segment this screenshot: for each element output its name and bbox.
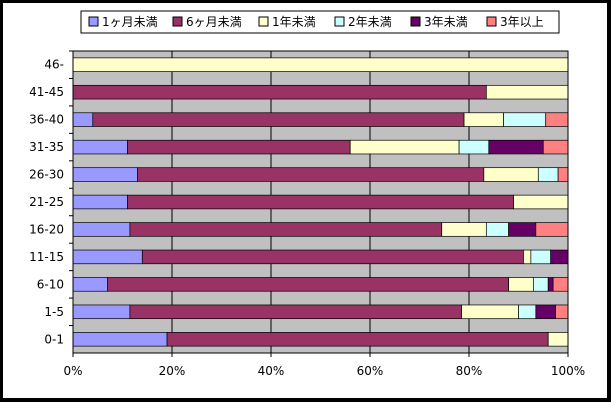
- y-tick-label: 11-15: [29, 250, 64, 264]
- bar-segment: [508, 222, 537, 237]
- bar-segment: [503, 112, 547, 127]
- bar-segment: [523, 249, 532, 265]
- bar-segment: [485, 84, 569, 100]
- axes: 0-1 1-5 6-10 11-15 16-20 21-25 26-30 31-35 36-40…: [29, 50, 585, 378]
- bar-segment: [129, 222, 443, 237]
- bar-segment: [550, 249, 569, 265]
- legend-label: 3年未満: [424, 15, 468, 29]
- bar-segment: [555, 304, 569, 320]
- y-tick-label: 1-5: [44, 305, 64, 319]
- bar-segment: [535, 222, 569, 237]
- bar-segment: [458, 139, 490, 155]
- bar-segment: [166, 332, 549, 347]
- bar-segment: [557, 167, 569, 182]
- bar-segment: [535, 304, 556, 320]
- legend-label: 2年未満: [348, 15, 392, 29]
- y-tick-label: 31-35: [29, 140, 64, 154]
- legend: 1ヶ月未満 6ヶ月未満 1年未満 2年未満 3年未満 3年以上: [80, 10, 560, 34]
- bar-segment: [72, 304, 131, 320]
- bar-segment: [485, 222, 509, 237]
- x-tick-label: 0%: [63, 364, 82, 378]
- bar-segment: [127, 139, 351, 155]
- bar-segment: [72, 194, 128, 210]
- legend-swatch: [486, 16, 497, 27]
- bar-segment: [137, 167, 485, 182]
- legend-swatch: [172, 16, 183, 27]
- bar-segment: [441, 222, 487, 237]
- bars: [72, 57, 569, 347]
- bar-segment: [72, 277, 109, 292]
- bar-segment: [72, 222, 131, 237]
- bar-segment: [530, 249, 552, 265]
- x-tick-label: 80%: [456, 364, 483, 378]
- legend-box: [80, 10, 560, 34]
- bar-segment: [532, 277, 549, 292]
- y-tick-label: 6-10: [37, 277, 64, 291]
- bar-segment: [513, 194, 569, 210]
- x-tick-label: 20%: [159, 364, 186, 378]
- bar-segment: [72, 249, 143, 265]
- legend-swatch: [410, 16, 421, 27]
- bar-segment: [547, 277, 554, 292]
- bar-segment: [349, 139, 460, 155]
- legend-label: 3年以上: [500, 15, 544, 29]
- bar-segment: [141, 249, 524, 265]
- bar-segment: [107, 277, 509, 292]
- legend-swatch: [88, 16, 99, 27]
- legend-label: 6ヶ月未満: [186, 15, 242, 29]
- stacked-bar-chart: 0-1 1-5 6-10 11-15 16-20 21-25 26-30 31-35 36-40…: [29, 10, 585, 378]
- y-tick-label: 0-1: [44, 332, 64, 346]
- bar-segment: [537, 167, 559, 182]
- bar-segment: [547, 332, 569, 347]
- x-tick-label: 40%: [258, 364, 285, 378]
- y-tick-label: 26-30: [29, 168, 64, 182]
- legend-swatch: [258, 16, 269, 27]
- bar-segment: [72, 332, 168, 347]
- bar-segment: [552, 277, 569, 292]
- bar-segment: [488, 139, 544, 155]
- x-tick-label: 60%: [357, 364, 384, 378]
- bar-segment: [72, 112, 94, 127]
- legend-label: 1ヶ月未満: [102, 15, 158, 29]
- chart-frame: 0-1 1-5 6-10 11-15 16-20 21-25 26-30 31-35 36-40…: [2, 2, 608, 399]
- bar-segment: [483, 167, 539, 182]
- bar-segment: [72, 57, 569, 72]
- bar-segment: [72, 84, 487, 100]
- bar-segment: [463, 112, 504, 127]
- y-tick-label: 21-25: [29, 195, 64, 209]
- legend-swatch: [334, 16, 345, 27]
- bar-segment: [92, 112, 465, 127]
- bar-segment: [518, 304, 537, 320]
- y-tick-label: 41-45: [29, 85, 64, 99]
- y-tick-label: 36-40: [29, 113, 64, 127]
- legend-label: 1年未満: [272, 15, 316, 29]
- bar-segment: [542, 139, 569, 155]
- bar-segment: [508, 277, 534, 292]
- plot-border: [72, 50, 569, 354]
- bar-segment: [545, 112, 569, 127]
- x-tick-label: 100%: [551, 364, 585, 378]
- y-tick-label: 16-20: [29, 222, 64, 236]
- bar-segment: [129, 304, 462, 320]
- bar-segment: [127, 194, 514, 210]
- bar-segment: [461, 304, 519, 320]
- bar-segment: [72, 139, 128, 155]
- y-tick-label: 46-: [44, 58, 64, 72]
- bar-segment: [72, 167, 138, 182]
